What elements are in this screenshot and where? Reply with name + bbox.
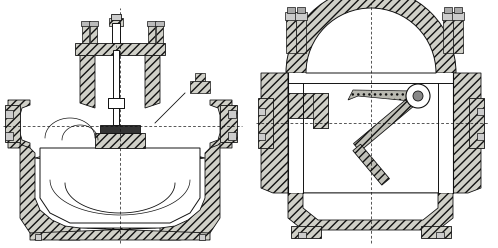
Polygon shape bbox=[40, 148, 200, 223]
Polygon shape bbox=[210, 100, 232, 148]
Polygon shape bbox=[160, 143, 220, 240]
Bar bbox=[35, 234, 41, 240]
Bar bbox=[108, 98, 124, 108]
Polygon shape bbox=[140, 153, 205, 210]
Polygon shape bbox=[453, 73, 481, 193]
Bar bbox=[295, 12, 307, 20]
Bar bbox=[258, 108, 265, 115]
Polygon shape bbox=[95, 133, 145, 148]
Polygon shape bbox=[20, 143, 80, 240]
Bar bbox=[291, 226, 321, 238]
Bar bbox=[228, 132, 236, 140]
Bar bbox=[5, 110, 13, 118]
Bar bbox=[436, 232, 444, 238]
Polygon shape bbox=[258, 98, 273, 148]
Bar bbox=[75, 43, 165, 55]
Bar bbox=[199, 234, 205, 240]
Polygon shape bbox=[30, 228, 210, 240]
Bar bbox=[452, 12, 464, 20]
Bar bbox=[113, 50, 119, 125]
Bar bbox=[89, 21, 98, 26]
Bar bbox=[100, 125, 140, 133]
Bar bbox=[148, 25, 155, 43]
Polygon shape bbox=[288, 73, 453, 193]
Bar bbox=[109, 18, 123, 26]
Polygon shape bbox=[220, 105, 237, 142]
Bar bbox=[82, 25, 89, 43]
Bar bbox=[477, 133, 484, 140]
Bar bbox=[287, 7, 295, 13]
Bar bbox=[444, 7, 452, 13]
Bar bbox=[477, 108, 484, 115]
Polygon shape bbox=[80, 55, 95, 108]
Bar bbox=[155, 21, 164, 26]
Bar bbox=[286, 18, 296, 53]
Bar bbox=[296, 18, 306, 53]
Polygon shape bbox=[313, 93, 328, 128]
Bar bbox=[285, 12, 297, 20]
Bar bbox=[108, 98, 124, 108]
Bar bbox=[443, 18, 453, 53]
Polygon shape bbox=[469, 98, 484, 148]
Polygon shape bbox=[348, 90, 413, 101]
Bar bbox=[90, 25, 97, 43]
Bar bbox=[298, 232, 306, 238]
Polygon shape bbox=[354, 92, 421, 151]
Bar bbox=[442, 12, 454, 20]
Polygon shape bbox=[35, 153, 100, 210]
Bar bbox=[297, 7, 305, 13]
Bar bbox=[228, 110, 236, 118]
Bar bbox=[421, 226, 451, 238]
Polygon shape bbox=[288, 193, 453, 230]
Polygon shape bbox=[8, 100, 30, 148]
Polygon shape bbox=[145, 55, 160, 108]
Polygon shape bbox=[5, 105, 20, 142]
Bar bbox=[190, 81, 210, 93]
Bar bbox=[111, 14, 121, 20]
Bar bbox=[112, 23, 120, 43]
Polygon shape bbox=[261, 73, 288, 193]
Bar bbox=[195, 73, 205, 81]
Wedge shape bbox=[306, 8, 436, 73]
Bar bbox=[454, 7, 462, 13]
Bar bbox=[156, 25, 163, 43]
Bar bbox=[258, 133, 265, 140]
Polygon shape bbox=[303, 193, 438, 220]
Bar bbox=[81, 21, 90, 26]
Circle shape bbox=[413, 91, 423, 101]
Circle shape bbox=[406, 84, 430, 108]
Polygon shape bbox=[288, 93, 328, 128]
Bar bbox=[147, 21, 156, 26]
Polygon shape bbox=[353, 144, 389, 185]
Wedge shape bbox=[286, 0, 456, 73]
Bar bbox=[453, 18, 463, 53]
Bar bbox=[5, 132, 13, 140]
